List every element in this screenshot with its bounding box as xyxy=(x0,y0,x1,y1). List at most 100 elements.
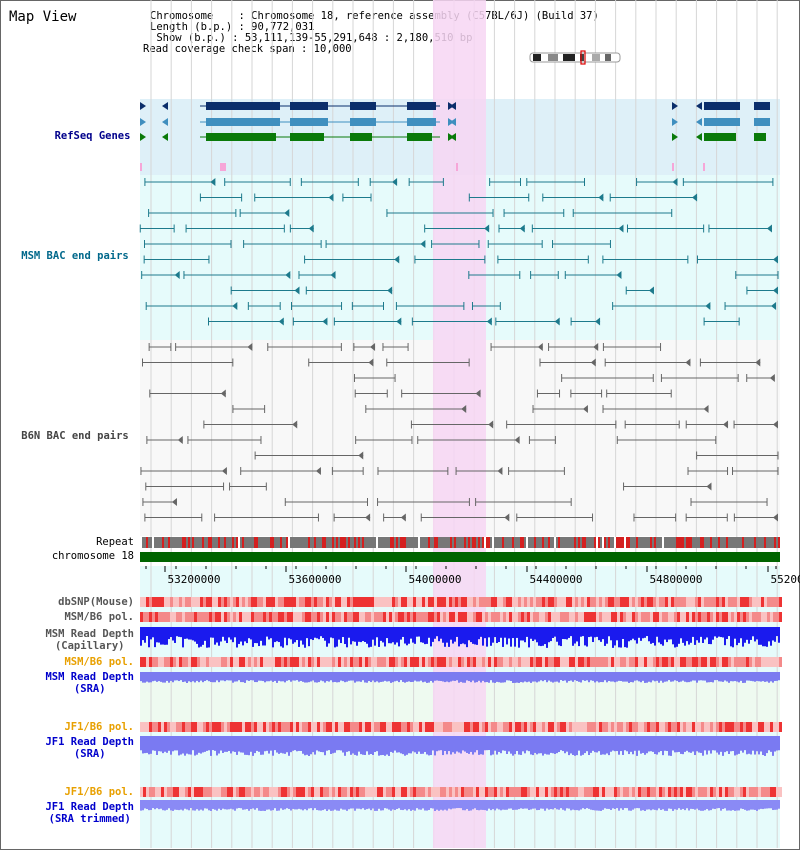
depth-spike xyxy=(202,750,204,753)
pol-segment xyxy=(410,787,413,797)
label-chromosome: chromosome 18 xyxy=(51,550,134,562)
pol-segment xyxy=(284,597,287,607)
pol-segment xyxy=(230,612,233,622)
depth-spike xyxy=(646,808,648,810)
depth-spike xyxy=(538,808,540,810)
pol-segment xyxy=(398,722,401,732)
msm-bac-arrow xyxy=(692,193,698,202)
depth-spike xyxy=(226,808,228,810)
pol-segment xyxy=(254,612,257,622)
gene-exon xyxy=(407,118,436,126)
depth-spike xyxy=(444,680,446,683)
depth-spike xyxy=(642,680,644,681)
pol-segment xyxy=(743,787,746,797)
pol-segment xyxy=(713,787,716,797)
repeat-element xyxy=(402,537,404,548)
depth-spike xyxy=(452,636,454,644)
depth-spike xyxy=(192,636,194,641)
pol-segment xyxy=(350,787,353,797)
pol-segment xyxy=(737,722,740,732)
repeat-element xyxy=(584,537,586,548)
repeat-element xyxy=(162,537,164,548)
depth-spike xyxy=(702,636,704,643)
pol-segment xyxy=(623,657,626,667)
pol-segment xyxy=(359,722,362,732)
msm-bac-track[interactable] xyxy=(139,178,779,326)
depth-spike xyxy=(278,750,280,754)
depth-spike xyxy=(448,680,450,683)
depth-spike xyxy=(554,750,556,754)
depth-spike xyxy=(566,636,568,640)
depth-spike xyxy=(182,750,184,754)
refseq-gene-track[interactable] xyxy=(140,102,770,171)
depth-spike xyxy=(276,750,278,753)
pol-segment xyxy=(464,597,467,607)
pol-segment xyxy=(578,612,581,622)
pol-segment xyxy=(215,597,218,607)
msm-bac-arrow xyxy=(616,271,622,279)
depth-spike xyxy=(528,750,530,752)
depth-spike xyxy=(322,750,324,753)
pol-segment xyxy=(158,722,161,732)
depth-spike xyxy=(494,636,496,638)
depth-spike xyxy=(366,750,368,752)
b6n-bac-track[interactable] xyxy=(140,343,779,522)
depth-spike xyxy=(596,750,598,753)
depth-spike xyxy=(666,680,668,682)
pol-segment xyxy=(296,597,299,607)
pol-segment xyxy=(410,722,413,732)
repeat-element xyxy=(400,537,402,548)
repeat-element xyxy=(682,537,684,548)
pol-segment xyxy=(569,787,572,797)
depth-spike xyxy=(718,636,720,637)
depth-spike xyxy=(664,750,666,751)
label-msm-pol-2: MSM/B6 pol. xyxy=(64,656,134,668)
depth-spike xyxy=(354,808,356,811)
pol-segment xyxy=(146,787,149,797)
pol-segment xyxy=(641,722,644,732)
depth-spike xyxy=(630,680,632,683)
pol-segment xyxy=(779,722,782,732)
depth-spike xyxy=(394,636,396,645)
pol-segment xyxy=(698,787,701,797)
depth-spike xyxy=(496,808,498,809)
depth-spike xyxy=(276,636,278,642)
depth-spike xyxy=(458,750,460,753)
pol-segment xyxy=(239,657,242,667)
pol-segment xyxy=(284,787,287,797)
pol-segment xyxy=(224,597,227,607)
depth-spike xyxy=(382,750,384,755)
depth-spike xyxy=(264,636,266,646)
pol-segment xyxy=(155,597,158,607)
depth-spike xyxy=(212,680,214,683)
depth-spike xyxy=(256,680,258,683)
label-msm-depth-sra: MSM Read Depth (SRA) xyxy=(45,671,134,695)
pol-segment xyxy=(659,657,662,667)
pol-segment xyxy=(143,722,146,732)
pol-segment xyxy=(311,597,314,607)
depth-spike xyxy=(260,636,262,641)
depth-spike xyxy=(578,750,580,751)
pol-segment xyxy=(611,657,614,667)
pol-segment xyxy=(542,612,545,622)
pol-segment xyxy=(473,657,476,667)
gene-marker xyxy=(220,163,226,171)
pol-segment xyxy=(281,787,284,797)
msm-bac-arrow xyxy=(322,317,328,326)
pol-segment xyxy=(623,612,626,622)
pol-segment xyxy=(725,657,728,667)
pol-segment xyxy=(194,597,197,607)
depth-spike xyxy=(720,680,722,682)
pol-segment xyxy=(758,612,761,622)
gene-arrow xyxy=(140,118,146,126)
b6n-bac-arrow xyxy=(358,451,364,460)
pol-segment xyxy=(464,657,467,667)
depth-spike xyxy=(204,750,206,752)
pol-segment xyxy=(428,722,431,732)
chromosome-ideogram[interactable] xyxy=(529,50,621,65)
depth-spike xyxy=(380,750,382,756)
depth-spike xyxy=(468,808,470,811)
depth-spike xyxy=(662,680,664,683)
pol-segment xyxy=(338,657,341,667)
